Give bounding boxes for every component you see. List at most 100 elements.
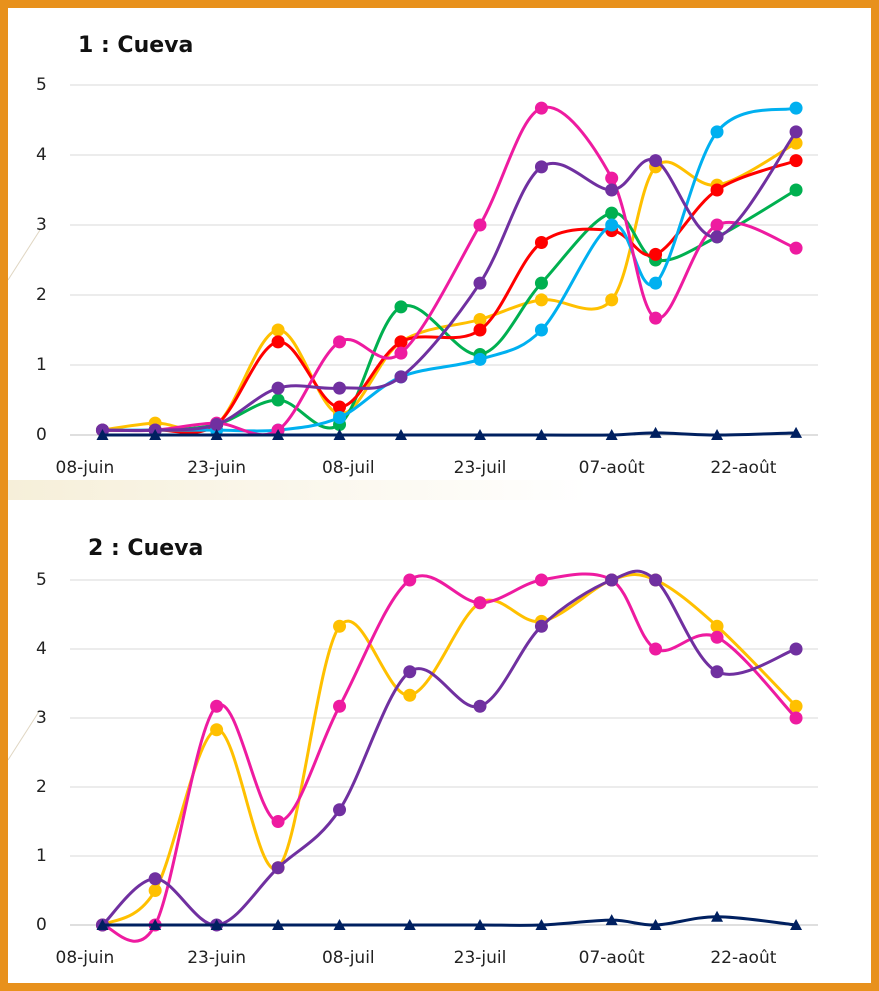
x-tick-label: 08-juin — [56, 948, 115, 968]
series-line — [102, 159, 797, 435]
marker — [271, 323, 285, 337]
marker — [394, 370, 408, 384]
x-tick-label: 22-août — [710, 458, 776, 478]
marker — [649, 919, 662, 930]
marker — [789, 642, 803, 656]
marker — [271, 335, 285, 349]
marker — [711, 429, 724, 440]
marker — [534, 160, 548, 174]
marker — [271, 861, 285, 875]
x-tick-label: 22-août — [710, 948, 776, 968]
marker — [789, 154, 803, 168]
marker — [789, 711, 803, 725]
marker — [789, 241, 803, 255]
marker — [394, 300, 408, 314]
marker — [148, 884, 162, 897]
series-line — [102, 431, 797, 437]
marker — [789, 125, 803, 139]
marker — [210, 429, 223, 440]
marker — [473, 596, 487, 610]
y-tick-label: 5 — [36, 570, 47, 590]
series-line — [102, 105, 797, 437]
y-tick-label: 3 — [36, 215, 47, 235]
background-band — [8, 480, 588, 500]
marker — [710, 230, 724, 244]
marker — [149, 429, 162, 440]
marker — [535, 919, 548, 930]
decor-line — [7, 709, 41, 761]
marker — [605, 171, 619, 185]
marker — [605, 429, 618, 440]
marker — [710, 619, 724, 633]
marker — [605, 183, 619, 197]
marker — [605, 206, 619, 220]
marker — [710, 665, 724, 679]
marker — [473, 352, 487, 366]
marker — [148, 872, 162, 886]
decor-line — [7, 229, 41, 281]
marker — [649, 276, 663, 290]
marker — [789, 136, 803, 150]
marker — [271, 393, 285, 407]
x-tick-label: 08-juil — [322, 458, 375, 478]
marker — [710, 630, 724, 644]
series-line — [102, 572, 798, 943]
marker — [333, 619, 347, 633]
marker — [649, 573, 663, 587]
marker — [96, 429, 109, 440]
y-tick-label: 4 — [36, 639, 47, 659]
marker — [473, 313, 487, 326]
marker — [210, 723, 224, 737]
series-line — [102, 188, 797, 433]
chart-title: 1 : Cueva — [78, 33, 193, 58]
x-tick-label: 07-août — [579, 458, 645, 478]
marker — [649, 426, 662, 438]
y-tick-label: 0 — [36, 915, 47, 935]
marker — [605, 218, 619, 232]
x-tick-label: 23-juil — [454, 458, 507, 478]
marker — [473, 429, 486, 440]
series-line — [101, 569, 797, 927]
marker — [96, 919, 109, 930]
marker — [403, 688, 417, 702]
marker — [271, 381, 285, 395]
marker — [333, 699, 347, 713]
marker — [534, 276, 548, 290]
x-tick-label: 23-juin — [187, 458, 246, 478]
marker — [534, 101, 548, 115]
marker — [403, 919, 416, 930]
y-tick-label: 0 — [36, 425, 47, 445]
x-tick-label: 08-juin — [56, 458, 115, 478]
x-tick-label: 08-juil — [322, 948, 375, 968]
marker — [403, 665, 417, 679]
marker — [649, 154, 663, 168]
y-tick-label: 3 — [36, 708, 47, 728]
marker — [473, 218, 487, 232]
y-tick-label: 4 — [36, 145, 47, 165]
marker — [333, 919, 346, 930]
marker — [534, 293, 548, 307]
marker — [210, 699, 224, 713]
x-tick-label: 23-juin — [187, 948, 246, 968]
marker — [649, 642, 663, 656]
marker — [210, 418, 224, 431]
marker — [272, 429, 285, 440]
marker — [473, 699, 487, 713]
marker — [333, 400, 347, 414]
y-tick-label: 1 — [36, 846, 47, 866]
marker — [394, 346, 408, 360]
marker — [333, 335, 347, 349]
marker — [790, 426, 803, 438]
marker — [710, 125, 724, 139]
marker — [333, 429, 346, 440]
marker — [473, 323, 487, 337]
marker — [605, 573, 619, 587]
marker — [790, 919, 803, 930]
marker — [789, 183, 803, 197]
marker — [534, 236, 548, 249]
marker — [333, 381, 347, 395]
x-tick-label: 07-août — [579, 948, 645, 968]
marker — [710, 183, 724, 197]
